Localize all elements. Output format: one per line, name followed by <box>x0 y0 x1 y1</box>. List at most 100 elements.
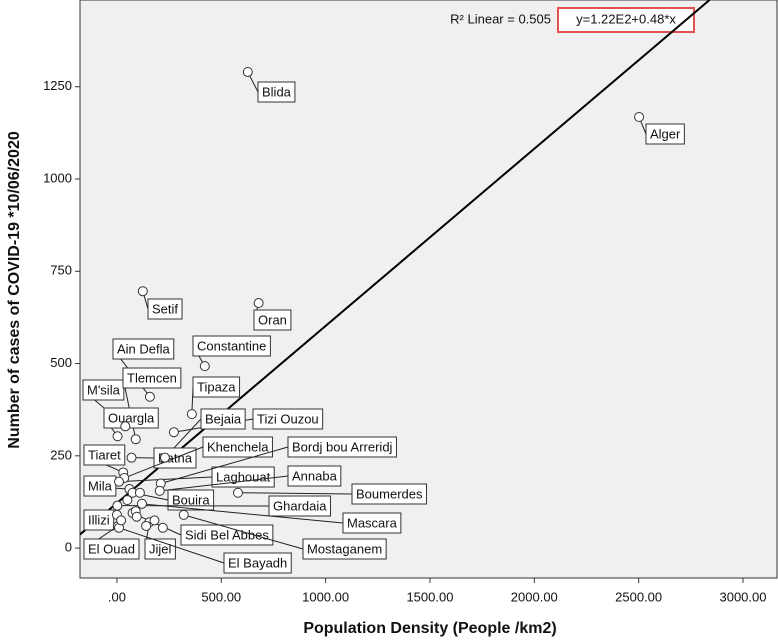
regression-line <box>79 0 711 536</box>
equation: y=1.22E2+0.48*x <box>576 11 676 26</box>
leader-line <box>159 475 289 492</box>
label-box <box>103 407 159 429</box>
data-point <box>186 409 197 420</box>
label-text: Tlemcen <box>127 370 177 385</box>
data-point <box>157 522 168 533</box>
data-point <box>120 421 131 432</box>
label-text: Ouargla <box>108 410 155 425</box>
leader-line <box>160 446 289 484</box>
x-tick-label: 3000.00 <box>719 589 766 604</box>
label-box <box>287 436 397 458</box>
x-tick-label: 1500.00 <box>406 589 453 604</box>
point-label: Ain Defla <box>112 338 175 398</box>
data-point <box>232 487 243 498</box>
label-text: Ghardaia <box>273 498 327 513</box>
data-point <box>126 452 137 463</box>
label-text: Oran <box>258 312 287 327</box>
point-label: Khenchela <box>124 436 273 479</box>
label-text: M'sila <box>87 382 121 397</box>
label-box <box>83 509 115 531</box>
label-text: Boumerdes <box>356 486 423 501</box>
point-label: Blida <box>247 71 296 103</box>
x-axis-title: Population Density (People /km2) <box>303 620 556 637</box>
data-point <box>242 66 253 77</box>
label-box <box>302 538 387 560</box>
label-text: Setif <box>152 301 178 316</box>
label-text: Bejaia <box>205 411 242 426</box>
point-label: Mascara <box>141 503 402 534</box>
data-point <box>112 431 123 442</box>
label-box <box>192 335 271 357</box>
point-label: Mila <box>83 475 130 497</box>
label-text: Tizi Ouzou <box>257 411 319 426</box>
x-tick-label: 2000.00 <box>511 589 558 604</box>
label-box <box>342 512 402 534</box>
plot-area <box>79 0 778 579</box>
label-text: Bordj bou Arreridj <box>292 439 393 454</box>
label-box <box>82 379 125 401</box>
label-text: Mila <box>88 478 113 493</box>
label-text: Mostaganem <box>307 541 382 556</box>
label-box <box>645 123 685 145</box>
data-point <box>154 485 165 496</box>
label-box <box>83 444 126 466</box>
y-tick-label: 1250 <box>43 78 72 93</box>
label-box <box>351 483 427 505</box>
x-tick-label: 1000.00 <box>302 589 349 604</box>
leader-line <box>141 503 344 524</box>
data-point <box>144 391 155 402</box>
label-box <box>257 81 296 103</box>
point-label: Sidi Bel Abbes <box>132 512 274 546</box>
label-text: Jijel <box>149 541 172 556</box>
point-label: Tipaza <box>191 376 241 415</box>
data-point <box>112 500 123 511</box>
data-point <box>634 112 645 123</box>
x-tick-label: .00 <box>108 589 126 604</box>
label-box <box>83 538 140 560</box>
point-label: El Bayadh <box>118 527 292 574</box>
label-box <box>223 552 292 574</box>
point-label: Bordj bou Arreridj <box>160 436 397 484</box>
point-label: Bouira <box>132 489 215 511</box>
data-point <box>130 434 141 445</box>
point-label: Alger <box>638 116 685 145</box>
label-box <box>83 475 117 497</box>
x-tick-label: 2500.00 <box>615 589 662 604</box>
point-label: Boumerdes <box>237 483 427 505</box>
label-text: Laghouat <box>216 469 271 484</box>
point-label: Oran <box>253 302 292 331</box>
data-point <box>149 515 160 526</box>
point-label: Setif <box>142 291 183 320</box>
data-point <box>168 427 179 438</box>
label-box <box>112 338 175 360</box>
point-label: Illizi <box>83 509 118 531</box>
point-label: El Ouad <box>83 525 140 560</box>
label-box <box>211 466 275 488</box>
label-box <box>167 489 215 511</box>
x-tick-label: 500.00 <box>201 589 241 604</box>
data-point <box>134 487 145 498</box>
data-point <box>137 286 148 297</box>
point-label: Tiaret <box>83 444 126 473</box>
label-box <box>180 524 274 546</box>
point-label: Bejaia <box>164 408 246 459</box>
point-label: Ghardaia <box>117 495 331 517</box>
point-label: Constantine <box>192 335 271 367</box>
leader-line <box>118 476 213 483</box>
y-tick-label: 250 <box>50 447 72 462</box>
y-tick-label: 1000 <box>43 170 72 185</box>
label-box <box>287 465 342 487</box>
leader-line <box>183 514 304 550</box>
data-point <box>136 498 147 509</box>
point-label: Tizi Ouzou <box>173 408 324 433</box>
equation-box <box>557 7 695 33</box>
label-box <box>252 408 324 430</box>
label-box <box>122 367 182 389</box>
data-point <box>114 476 125 487</box>
label-text: Ain Defla <box>117 341 171 356</box>
label-text: Mascara <box>347 515 398 530</box>
data-point <box>141 520 152 531</box>
label-text: El Ouad <box>88 541 135 556</box>
label-box <box>202 436 273 458</box>
